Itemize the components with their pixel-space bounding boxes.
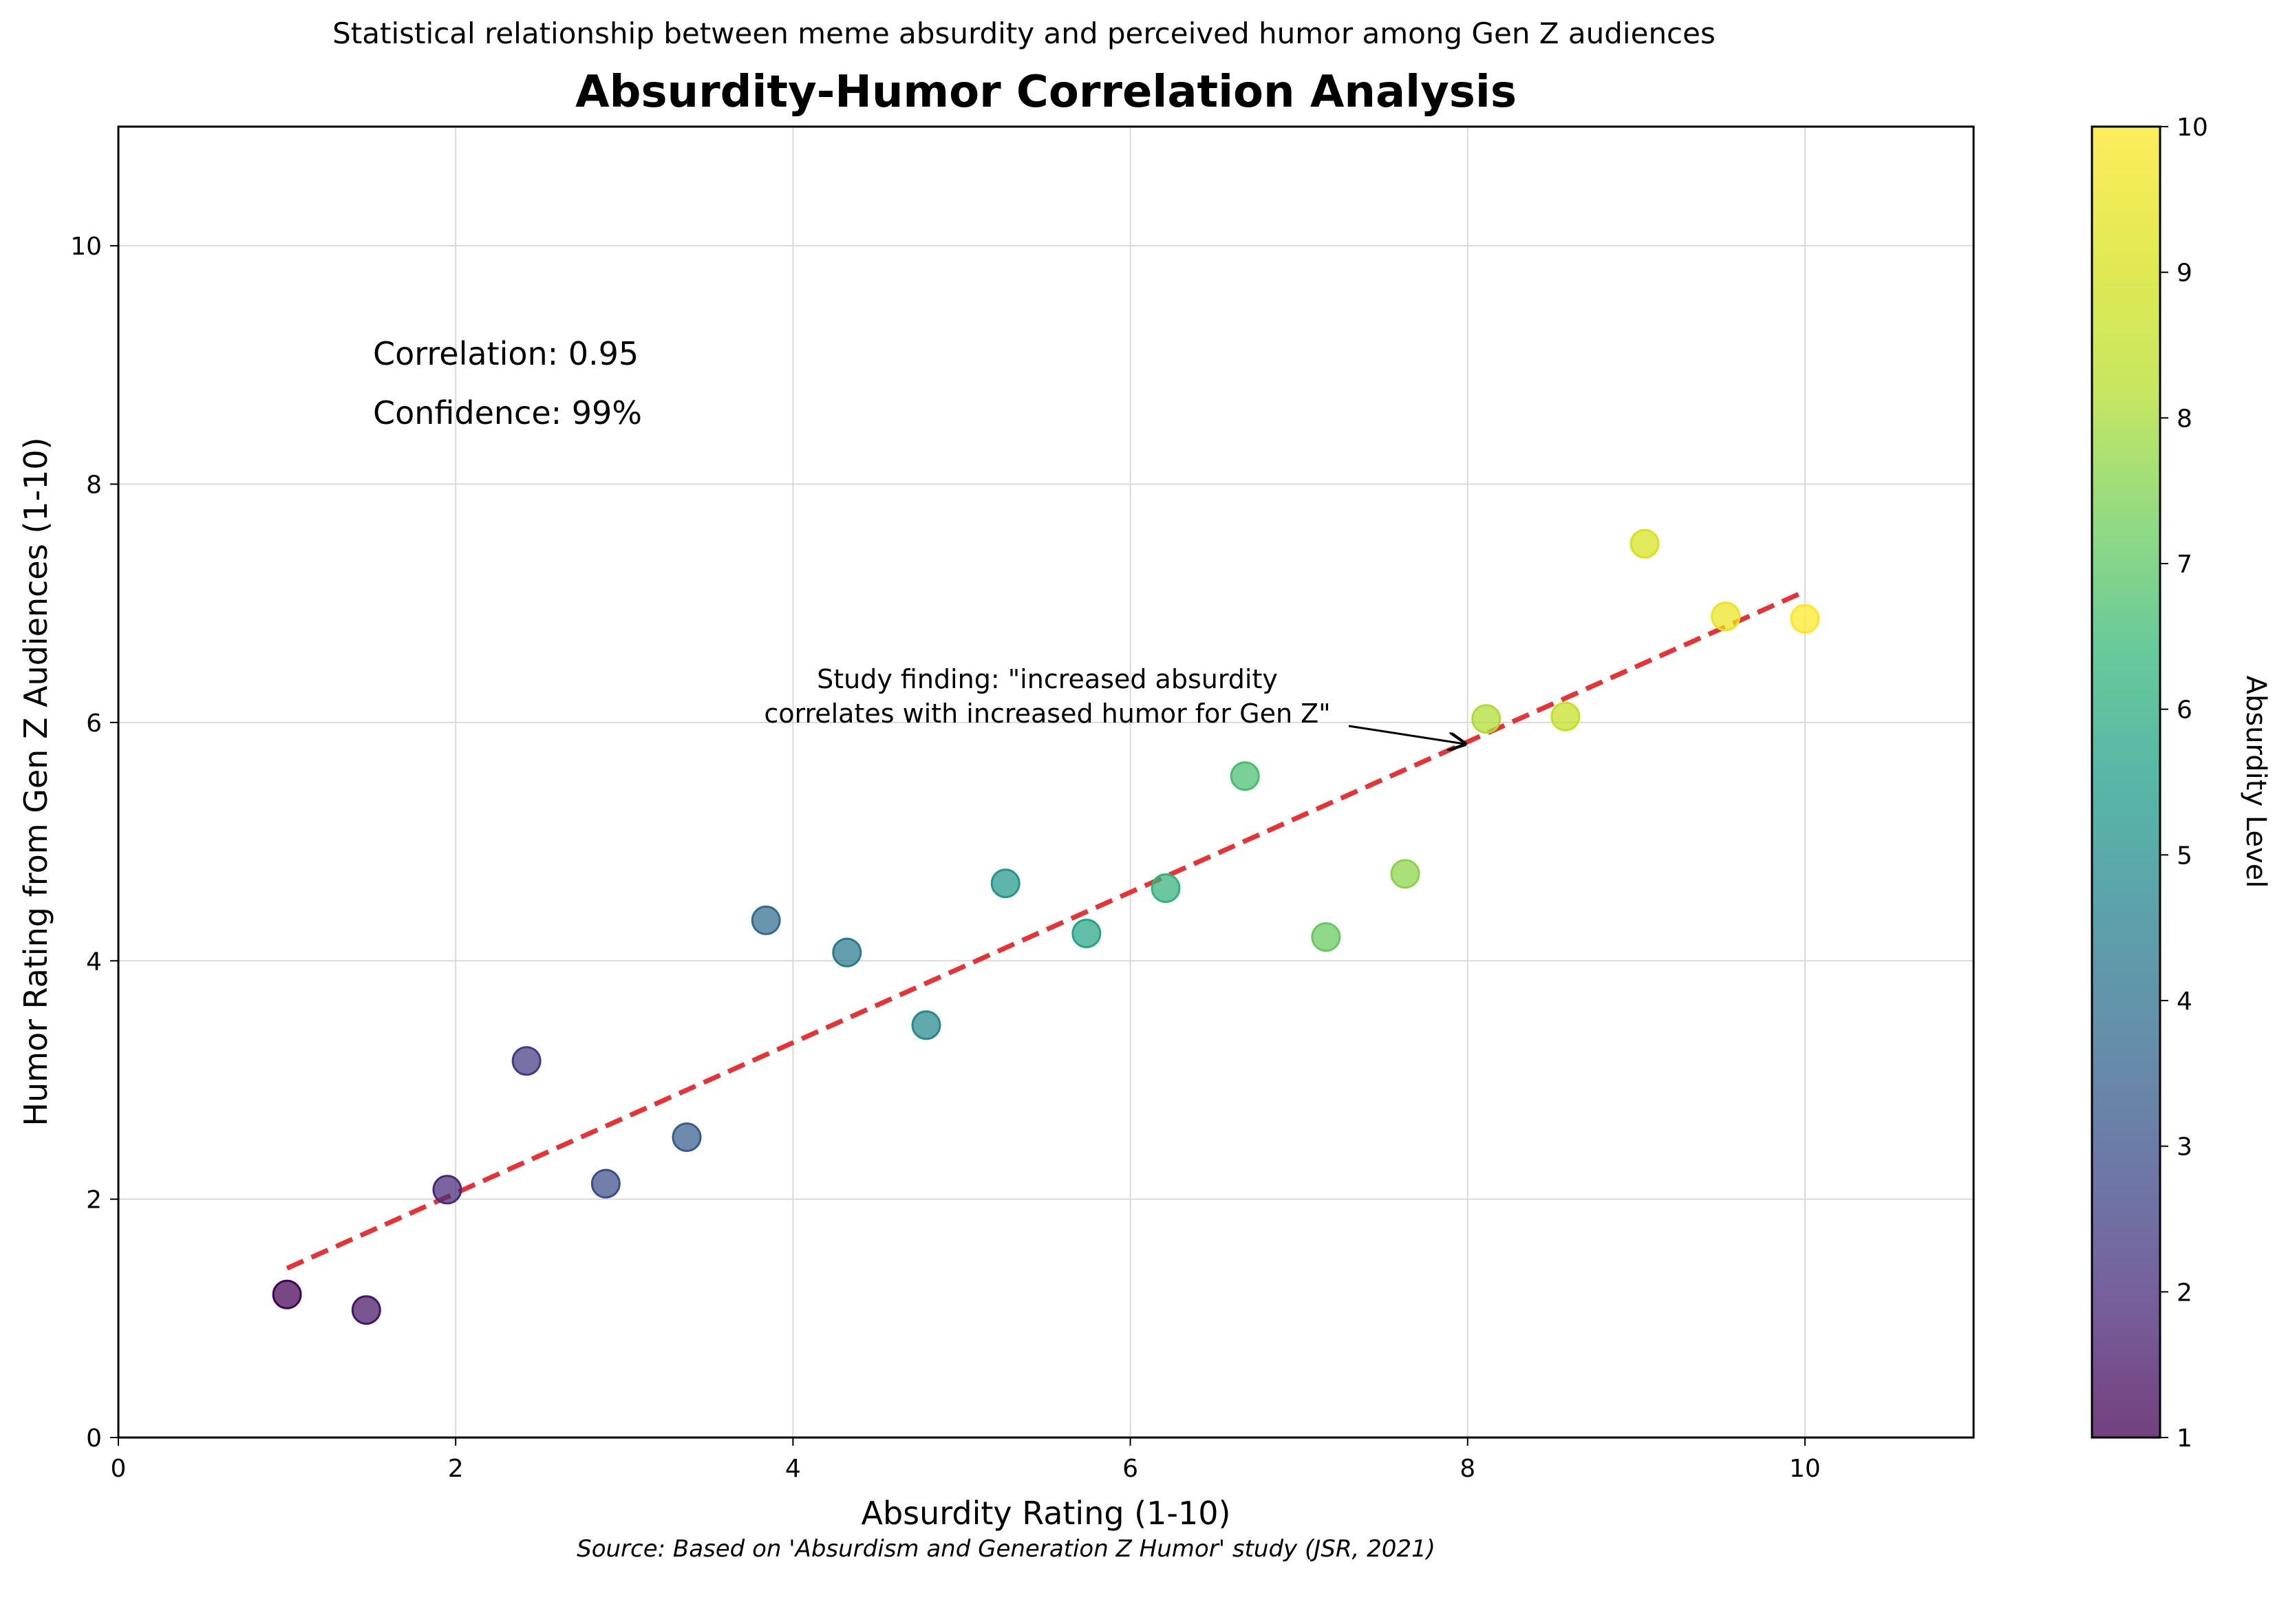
scatter-point bbox=[1071, 918, 1102, 948]
chart-subtitle: Statistical relationship between meme ab… bbox=[332, 17, 1716, 50]
scatter-point bbox=[911, 1010, 941, 1040]
colorbar-tick-label: 3 bbox=[2177, 1133, 2192, 1162]
y-tick-label: 0 bbox=[86, 1424, 102, 1453]
scatter-point bbox=[1790, 603, 1820, 634]
colorbar-ticks: 1 2 3 4 5 6 7 8 9 10 bbox=[2160, 114, 2208, 1453]
colorbar-tick-label: 5 bbox=[2177, 842, 2192, 870]
scatter-points bbox=[272, 528, 1820, 1325]
scatter-point bbox=[1711, 601, 1741, 632]
y-axis: 0 2 4 6 8 10 bbox=[70, 233, 118, 1453]
trendline bbox=[286, 589, 1806, 1271]
scatter-point bbox=[1390, 859, 1420, 889]
x-tick-label: 6 bbox=[1122, 1455, 1138, 1483]
scatter-point bbox=[832, 937, 862, 968]
y-tick-label: 8 bbox=[86, 471, 102, 500]
x-tick-label: 2 bbox=[448, 1455, 464, 1483]
scatter-point bbox=[351, 1295, 381, 1325]
scatter-point bbox=[751, 905, 781, 935]
y-tick-label: 10 bbox=[70, 233, 102, 261]
scatter-point bbox=[1471, 704, 1502, 734]
annotation-arrow bbox=[1348, 725, 1465, 744]
y-tick-label: 4 bbox=[86, 948, 102, 976]
annotation-line-1: Study finding: "increased absurdity bbox=[817, 664, 1278, 694]
scatter-point bbox=[272, 1279, 302, 1310]
scatter-point bbox=[1630, 528, 1660, 559]
scatter-point bbox=[1230, 761, 1260, 791]
colorbar-tick-label: 8 bbox=[2177, 405, 2192, 433]
stat-confidence: Confidence: 99% bbox=[373, 394, 642, 431]
x-tick-label: 8 bbox=[1460, 1455, 1475, 1483]
y-tick-label: 2 bbox=[86, 1186, 102, 1215]
colorbar-tick-label: 2 bbox=[2177, 1279, 2192, 1307]
colorbar bbox=[2091, 125, 2161, 1439]
grid bbox=[118, 127, 1974, 1438]
colorbar-tick-label: 9 bbox=[2177, 259, 2192, 288]
x-tick-label: 0 bbox=[111, 1455, 127, 1483]
scatter-point bbox=[1311, 922, 1341, 952]
colorbar-tick-label: 6 bbox=[2177, 696, 2192, 725]
scatter-point bbox=[590, 1168, 621, 1199]
colorbar-tick-label: 4 bbox=[2177, 987, 2192, 1016]
x-axis: 0 2 4 6 8 10 bbox=[111, 1438, 1821, 1483]
colorbar-tick-label: 1 bbox=[2177, 1424, 2192, 1453]
annotation-line-2: correlates with increased humor for Gen … bbox=[764, 698, 1330, 729]
colorbar-tick-label: 7 bbox=[2177, 551, 2192, 579]
x-tick-label: 4 bbox=[785, 1455, 801, 1483]
scatter-point bbox=[432, 1175, 462, 1205]
x-axis-title: Absurdity Rating (1-10) bbox=[862, 1495, 1231, 1532]
chart-title: Absurdity-Humor Correlation Analysis bbox=[575, 67, 1517, 118]
scatter-point bbox=[511, 1046, 542, 1076]
trendline-path bbox=[286, 589, 1806, 1271]
colorbar-tick-label: 10 bbox=[2177, 114, 2208, 142]
x-tick-label: 10 bbox=[1789, 1455, 1821, 1483]
stat-correlation: Correlation: 0.95 bbox=[373, 335, 639, 372]
scatter-point bbox=[1550, 701, 1581, 731]
scatter-point bbox=[1151, 873, 1181, 904]
source-note: Source: Based on 'Absurdism and Generati… bbox=[577, 1535, 1435, 1563]
colorbar-label: Absurdity Level bbox=[2240, 676, 2272, 888]
y-tick-label: 6 bbox=[86, 709, 102, 738]
scatter-point bbox=[672, 1122, 702, 1153]
y-axis-title: Humor Rating from Gen Z Audiences (1-10) bbox=[17, 437, 54, 1126]
plot-frame bbox=[117, 125, 1975, 1439]
scatter-point bbox=[990, 868, 1021, 899]
